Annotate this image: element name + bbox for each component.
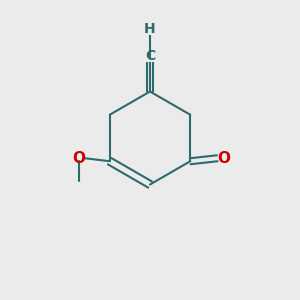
Text: C: C [145,50,155,63]
Text: H: H [144,22,156,36]
Text: O: O [218,151,230,166]
Text: O: O [72,151,85,166]
